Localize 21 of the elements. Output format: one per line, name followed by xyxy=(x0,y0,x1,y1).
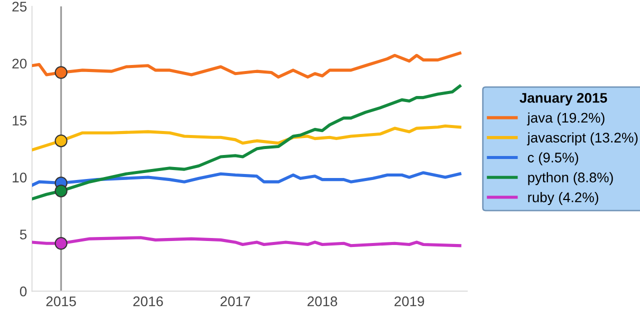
line-series xyxy=(32,171,462,187)
x-tick-label: 2016 xyxy=(133,296,163,306)
legend-label: javascript (13.2%) xyxy=(526,132,638,146)
legend-label: python (8.8%) xyxy=(528,172,613,186)
legend-label: c (9.5%) xyxy=(528,152,578,166)
line-series xyxy=(32,52,462,79)
y-tick-label: 25 xyxy=(12,2,27,12)
y-tick-label: 15 xyxy=(12,116,27,126)
legend-label: java (19.2%) xyxy=(526,112,604,126)
line-series xyxy=(32,124,462,152)
x-tick-label: 2017 xyxy=(220,296,250,306)
legend-title: January 2015 xyxy=(520,92,608,106)
line-series xyxy=(32,84,462,200)
legend-label: ruby (4.2%) xyxy=(528,192,598,205)
y-tick-label: 5 xyxy=(20,230,27,240)
y-tick-label: 10 xyxy=(12,172,27,182)
y-tick-label: 20 xyxy=(12,58,27,69)
y-tick-label: 0 xyxy=(20,286,27,296)
x-tick-label: 2018 xyxy=(308,296,338,306)
x-tick-label: 2015 xyxy=(46,296,76,306)
x-tick-label: 2019 xyxy=(394,296,424,306)
